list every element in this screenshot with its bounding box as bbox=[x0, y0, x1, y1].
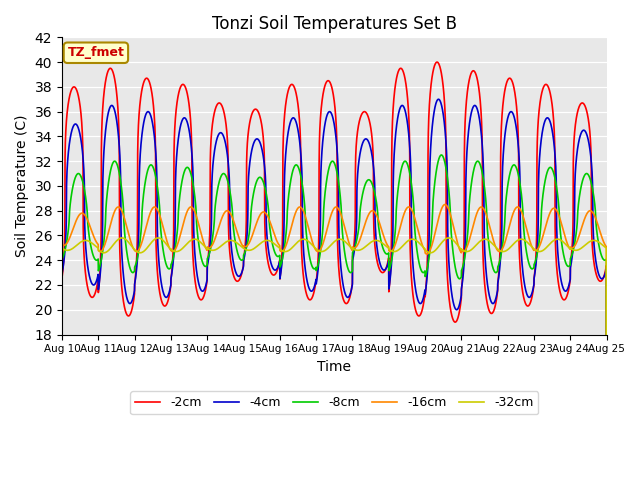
-32cm bbox=[175, 248, 182, 254]
-8cm bbox=[58, 256, 66, 262]
Line: -16cm: -16cm bbox=[62, 204, 607, 480]
-4cm bbox=[387, 264, 395, 270]
Line: -4cm: -4cm bbox=[62, 99, 607, 480]
-32cm bbox=[602, 245, 610, 251]
Y-axis label: Soil Temperature (C): Soil Temperature (C) bbox=[15, 115, 29, 257]
-8cm bbox=[175, 204, 182, 210]
-4cm bbox=[175, 133, 182, 139]
Line: -8cm: -8cm bbox=[62, 155, 607, 480]
-2cm bbox=[58, 275, 66, 280]
-16cm bbox=[175, 238, 182, 244]
-32cm bbox=[388, 248, 396, 254]
-32cm bbox=[551, 237, 559, 243]
-16cm bbox=[551, 205, 559, 211]
-8cm bbox=[387, 259, 395, 265]
X-axis label: Time: Time bbox=[317, 360, 351, 374]
-4cm bbox=[602, 267, 610, 273]
-16cm bbox=[397, 222, 404, 228]
-8cm bbox=[397, 168, 404, 174]
-16cm bbox=[58, 242, 66, 248]
Legend: -2cm, -4cm, -8cm, -16cm, -32cm: -2cm, -4cm, -8cm, -16cm, -32cm bbox=[130, 391, 538, 414]
-16cm bbox=[441, 202, 449, 207]
-2cm bbox=[175, 90, 182, 96]
-8cm bbox=[551, 175, 559, 181]
-8cm bbox=[211, 221, 218, 227]
-4cm bbox=[435, 96, 442, 102]
-2cm bbox=[397, 65, 404, 71]
-2cm bbox=[387, 247, 395, 252]
Line: -2cm: -2cm bbox=[62, 62, 607, 480]
-4cm bbox=[397, 104, 404, 109]
-8cm bbox=[438, 152, 445, 158]
Line: -32cm: -32cm bbox=[62, 238, 607, 480]
-2cm bbox=[433, 59, 441, 65]
-4cm bbox=[58, 271, 66, 276]
-2cm bbox=[551, 162, 559, 168]
-32cm bbox=[397, 245, 404, 251]
-16cm bbox=[387, 249, 395, 254]
-32cm bbox=[118, 235, 126, 241]
-4cm bbox=[211, 151, 218, 156]
-4cm bbox=[551, 151, 559, 157]
-32cm bbox=[211, 247, 218, 253]
-2cm bbox=[211, 111, 218, 117]
-32cm bbox=[58, 245, 66, 251]
-8cm bbox=[602, 256, 610, 262]
-16cm bbox=[602, 244, 610, 250]
-16cm bbox=[211, 239, 218, 244]
Title: Tonzi Soil Temperatures Set B: Tonzi Soil Temperatures Set B bbox=[212, 15, 457, 33]
Text: TZ_fmet: TZ_fmet bbox=[67, 46, 124, 59]
-2cm bbox=[602, 264, 610, 269]
